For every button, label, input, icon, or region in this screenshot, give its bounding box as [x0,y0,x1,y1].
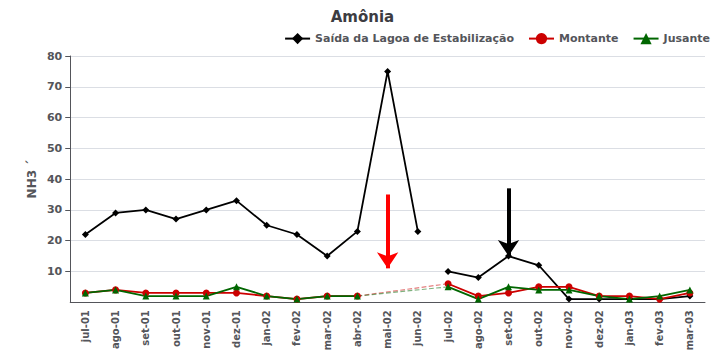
svg-text:ago-01: ago-01 [110,310,121,349]
svg-text:jul-01: jul-01 [80,310,91,343]
svg-text:Jusante: Jusante [663,32,710,45]
svg-text:nov-01: nov-01 [201,310,212,349]
svg-text:70: 70 [47,80,63,93]
svg-text:Saída da Lagoa de Estabilizaçã: Saída da Lagoa de Estabilização [315,32,514,45]
svg-text:Montante: Montante [559,32,619,45]
svg-text:30: 30 [47,203,63,216]
svg-text:mar-02: mar-02 [322,310,333,350]
svg-text:mai-02: mai-02 [382,310,393,349]
svg-text:80: 80 [47,50,63,63]
svg-text:50: 50 [47,142,63,155]
svg-text:mar-03: mar-03 [684,310,695,350]
svg-text:fev-02: fev-02 [291,310,302,346]
svg-text:NH3 ´: NH3 ´ [25,160,39,199]
svg-text:fev-03: fev-03 [654,310,665,346]
svg-text:abr-02: abr-02 [352,310,363,347]
svg-text:jun-02: jun-02 [412,310,423,347]
svg-text:out-01: out-01 [171,310,182,347]
svg-text:set-01: set-01 [140,310,151,346]
svg-text:dez-02: dez-02 [594,310,605,348]
svg-text:20: 20 [47,234,63,247]
svg-text:jan-03: jan-03 [624,310,635,346]
svg-text:dez-01: dez-01 [231,310,242,348]
svg-text:set-02: set-02 [503,310,514,346]
svg-text:60: 60 [47,111,63,124]
svg-text:10: 10 [47,265,63,278]
svg-text:out-02: out-02 [533,310,544,347]
svg-text:40: 40 [47,173,63,186]
svg-text:nov-02: nov-02 [563,310,574,349]
svg-text:jul-02: jul-02 [443,310,454,343]
svg-text:ago-02: ago-02 [473,310,484,349]
svg-text:jan-02: jan-02 [261,310,272,346]
svg-text:Amônia: Amônia [331,8,395,26]
